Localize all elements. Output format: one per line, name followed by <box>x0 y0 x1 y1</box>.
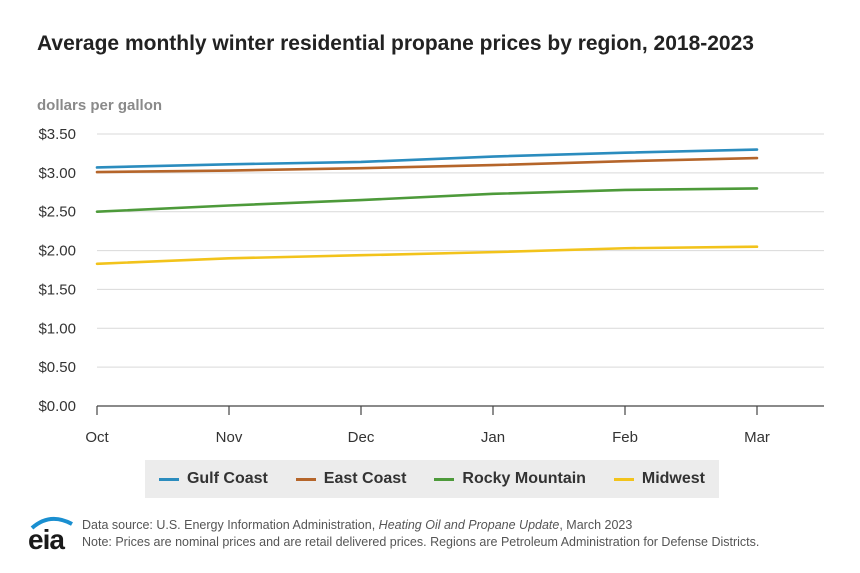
legend-item-gulf-coast[interactable]: Gulf Coast <box>158 470 268 488</box>
series-line-gulf-coast[interactable] <box>95 148 759 169</box>
y-tick-labels: $0.00 $0.50 $1.00 $1.50 $2.00 $2.50 $3.00 $3.50 <box>38 126 76 415</box>
legend-swatch-midwest <box>613 477 634 481</box>
legend-label-gulf-coast: Gulf Coast <box>186 470 268 487</box>
series-line-rocky-mountain[interactable] <box>95 187 759 214</box>
legend-label-rocky-mountain: Rocky Mountain <box>462 470 586 487</box>
eia-logo[interactable]: eia <box>28 514 80 555</box>
legend-label-midwest: Midwest <box>641 470 705 487</box>
series-line-east-coast[interactable] <box>95 156 759 174</box>
legend-swatch-east-coast <box>295 477 316 481</box>
series-lines <box>95 148 759 266</box>
source-title: Heating Oil and Propane Update <box>378 518 560 532</box>
x-tick-label: Mar <box>744 429 770 446</box>
y-unit-label: dollars per gallon <box>37 97 163 114</box>
x-tick-label: Feb <box>612 429 638 446</box>
legend: Gulf Coast East Coast Rocky Mountain Mid… <box>145 460 719 498</box>
y-tick-label: $1.00 <box>38 320 76 337</box>
legend-swatch-rocky-mountain <box>434 477 455 481</box>
series-line-midwest[interactable] <box>95 245 759 266</box>
legend-item-midwest[interactable]: Midwest <box>613 470 705 488</box>
x-axis: Oct Nov Dec Jan Feb Mar <box>85 405 824 446</box>
x-tick-label: Oct <box>85 429 109 446</box>
y-tick-label: $2.50 <box>38 204 76 221</box>
legend-item-rocky-mountain[interactable]: Rocky Mountain <box>434 470 586 488</box>
source-suffix: , March 2023 <box>559 518 633 532</box>
y-tick-label: $1.50 <box>38 281 76 298</box>
legend-label-east-coast: East Coast <box>323 470 407 487</box>
y-tick-label: $3.50 <box>38 126 76 143</box>
eia-logo-arc-icon <box>30 516 73 530</box>
chart-title: Average monthly winter residential propa… <box>37 32 754 55</box>
grid-lines <box>97 133 824 368</box>
note-line: Note: Prices are nominal prices and are … <box>82 535 760 549</box>
source-line: Data source: U.S. Energy Information Adm… <box>82 517 759 534</box>
legend-item-east-coast[interactable]: East Coast <box>295 470 407 488</box>
line-chart: $0.00 $0.50 $1.00 $1.50 $2.00 $2.50 $3.00 $3.50… <box>38 126 824 446</box>
source-prefix: Data source: U.S. Energy Information Adm… <box>82 518 379 532</box>
y-tick-label: $0.00 <box>38 398 76 415</box>
x-tick-label: Nov <box>216 429 243 446</box>
y-tick-label: $3.00 <box>38 165 76 182</box>
x-tick-label: Dec <box>348 429 375 446</box>
footer: Data source: U.S. Energy Information Adm… <box>82 517 759 551</box>
y-tick-label: $2.00 <box>38 243 76 260</box>
x-tick-label: Jan <box>481 429 505 446</box>
legend-swatch-gulf-coast <box>158 477 179 481</box>
eia-logo-text: eia <box>28 524 65 555</box>
y-tick-label: $0.50 <box>38 359 76 376</box>
